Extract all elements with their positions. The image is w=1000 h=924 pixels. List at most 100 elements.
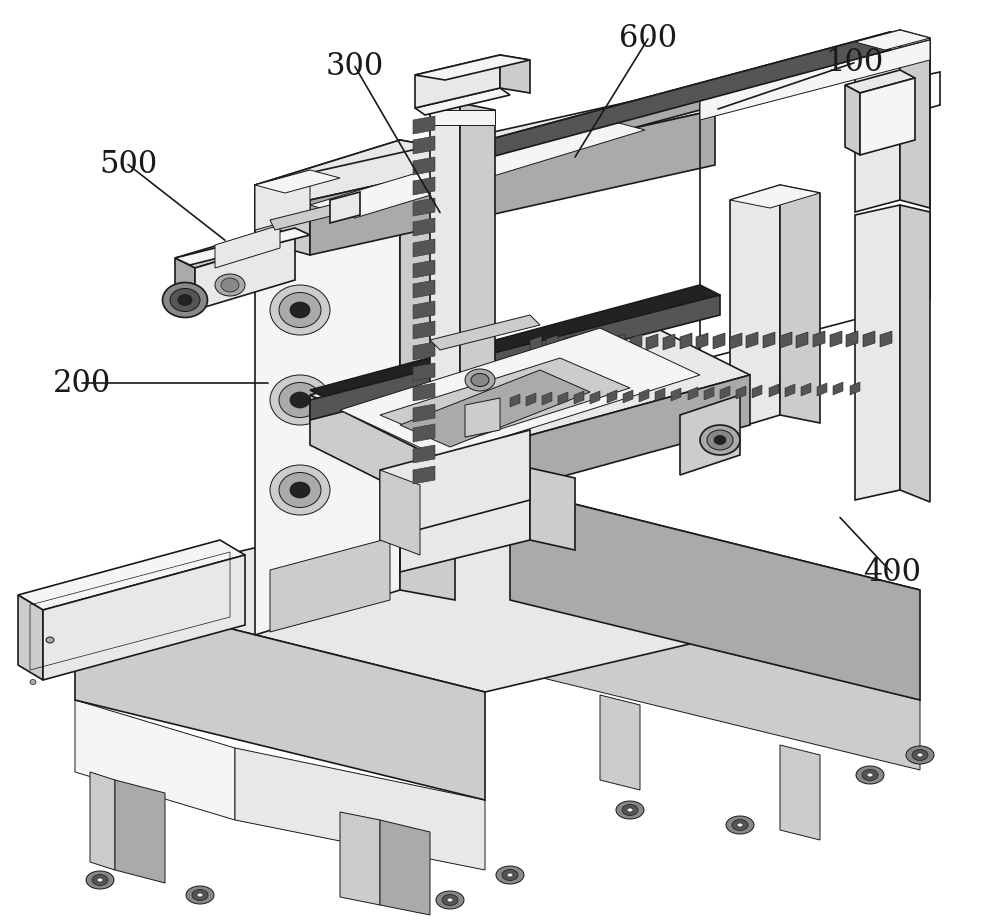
Polygon shape	[90, 772, 115, 870]
Polygon shape	[696, 333, 708, 349]
Polygon shape	[460, 103, 495, 527]
Ellipse shape	[862, 770, 878, 781]
Ellipse shape	[867, 773, 873, 777]
Polygon shape	[510, 488, 920, 700]
Polygon shape	[500, 55, 530, 93]
Polygon shape	[746, 332, 758, 348]
Ellipse shape	[290, 392, 310, 408]
Ellipse shape	[616, 801, 644, 819]
Polygon shape	[413, 321, 435, 339]
Polygon shape	[415, 55, 500, 108]
Polygon shape	[830, 331, 842, 347]
Polygon shape	[380, 358, 630, 445]
Polygon shape	[255, 140, 400, 635]
Ellipse shape	[447, 898, 453, 902]
Polygon shape	[413, 136, 435, 154]
Polygon shape	[310, 285, 720, 400]
Polygon shape	[900, 30, 930, 208]
Polygon shape	[480, 32, 905, 150]
Polygon shape	[215, 225, 280, 268]
Ellipse shape	[279, 293, 321, 327]
Polygon shape	[680, 395, 740, 475]
Polygon shape	[235, 748, 485, 870]
Polygon shape	[833, 382, 843, 395]
Polygon shape	[400, 468, 530, 572]
Polygon shape	[680, 333, 692, 349]
Polygon shape	[415, 88, 510, 115]
Polygon shape	[75, 700, 235, 820]
Polygon shape	[18, 595, 43, 680]
Polygon shape	[75, 590, 485, 800]
Polygon shape	[817, 383, 827, 396]
Polygon shape	[255, 170, 340, 193]
Ellipse shape	[917, 753, 923, 757]
Ellipse shape	[714, 435, 726, 444]
Polygon shape	[546, 335, 558, 351]
Polygon shape	[596, 335, 608, 351]
Ellipse shape	[162, 283, 208, 318]
Ellipse shape	[627, 808, 633, 812]
Text: 100: 100	[825, 47, 883, 79]
Polygon shape	[720, 386, 730, 399]
Polygon shape	[860, 78, 915, 155]
Polygon shape	[530, 468, 575, 550]
Polygon shape	[175, 258, 195, 310]
Polygon shape	[855, 205, 900, 500]
Text: 200: 200	[53, 368, 111, 399]
Polygon shape	[850, 382, 860, 395]
Polygon shape	[18, 540, 245, 610]
Ellipse shape	[912, 749, 928, 760]
Ellipse shape	[270, 375, 330, 425]
Ellipse shape	[270, 465, 330, 515]
Polygon shape	[855, 30, 930, 50]
Polygon shape	[863, 331, 875, 347]
Ellipse shape	[290, 482, 310, 498]
Polygon shape	[413, 301, 435, 319]
Polygon shape	[752, 385, 762, 398]
Polygon shape	[400, 140, 455, 600]
Polygon shape	[310, 118, 645, 218]
Ellipse shape	[507, 873, 513, 877]
Text: 400: 400	[863, 557, 921, 589]
Polygon shape	[704, 387, 714, 400]
Ellipse shape	[178, 295, 192, 306]
Polygon shape	[413, 383, 435, 401]
Ellipse shape	[46, 637, 54, 643]
Polygon shape	[115, 780, 165, 883]
Polygon shape	[195, 238, 295, 310]
Polygon shape	[430, 110, 495, 125]
Polygon shape	[530, 336, 542, 352]
Ellipse shape	[186, 886, 214, 904]
Polygon shape	[600, 695, 640, 790]
Polygon shape	[580, 335, 592, 351]
Polygon shape	[730, 333, 742, 349]
Polygon shape	[736, 386, 746, 399]
Polygon shape	[440, 375, 750, 510]
Polygon shape	[270, 538, 390, 632]
Polygon shape	[413, 342, 435, 360]
Polygon shape	[340, 328, 700, 457]
Ellipse shape	[502, 869, 518, 881]
Polygon shape	[780, 185, 820, 423]
Polygon shape	[430, 315, 540, 350]
Polygon shape	[310, 295, 720, 420]
Polygon shape	[380, 430, 530, 540]
Polygon shape	[413, 445, 435, 463]
Polygon shape	[310, 110, 715, 255]
Ellipse shape	[442, 894, 458, 906]
Ellipse shape	[192, 890, 208, 901]
Polygon shape	[380, 820, 430, 915]
Polygon shape	[558, 392, 568, 405]
Ellipse shape	[279, 472, 321, 507]
Ellipse shape	[465, 369, 495, 391]
Polygon shape	[175, 228, 310, 265]
Polygon shape	[380, 470, 420, 555]
Polygon shape	[75, 488, 920, 692]
Ellipse shape	[279, 383, 321, 418]
Polygon shape	[255, 170, 310, 230]
Polygon shape	[563, 335, 575, 351]
Polygon shape	[646, 334, 658, 350]
Ellipse shape	[856, 766, 884, 784]
Ellipse shape	[221, 278, 239, 292]
Ellipse shape	[732, 820, 748, 831]
